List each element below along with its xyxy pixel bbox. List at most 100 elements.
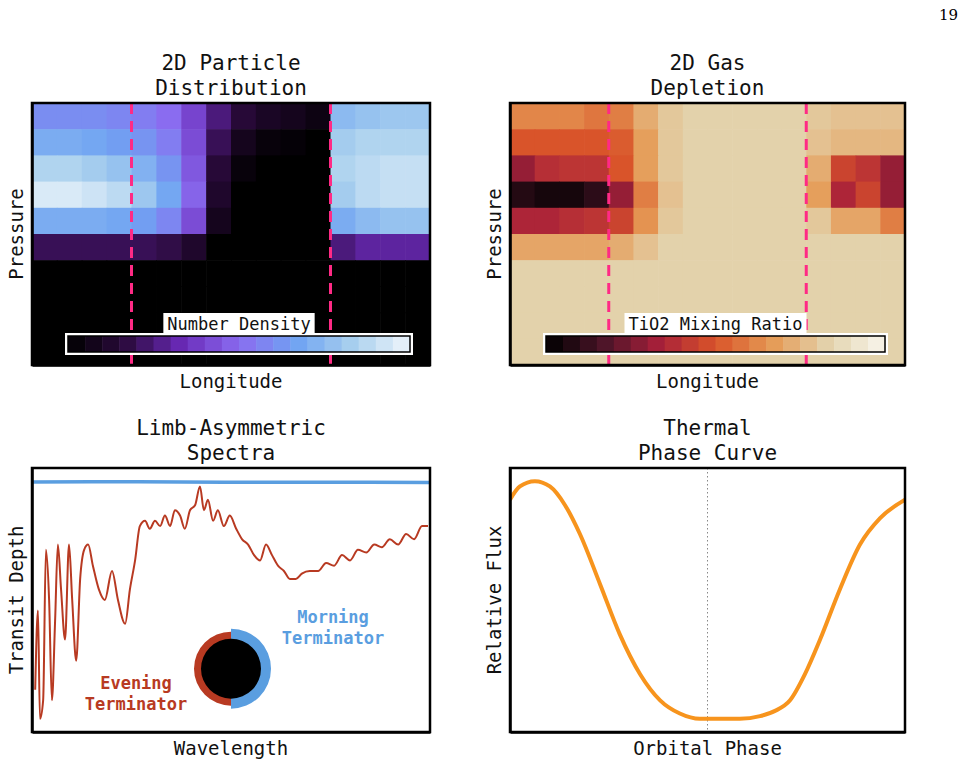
heatmap-cell — [633, 129, 658, 156]
heatmap-cell — [831, 260, 856, 287]
heatmap-cell — [658, 208, 683, 235]
reference-line — [329, 103, 332, 365]
heatmap-cell — [856, 208, 881, 235]
heatmap-cell — [331, 129, 356, 156]
chart-title: 2D ParticleDistribution — [155, 51, 307, 100]
heatmap-cell — [206, 129, 231, 156]
heatmap-cell — [510, 286, 535, 313]
colorbar-swatch — [834, 336, 851, 352]
x-axis-title: Orbital Phase — [633, 737, 782, 759]
heatmap-cell — [609, 103, 634, 130]
heatmap-cell — [831, 286, 856, 313]
heatmap-cell — [559, 208, 584, 235]
heatmap-cell — [82, 103, 107, 130]
heatmap-cell — [732, 286, 757, 313]
colorbar-swatch — [665, 336, 682, 352]
colorbar-swatch — [136, 336, 154, 352]
legend-label: EveningTerminator — [85, 673, 187, 714]
heatmap-cell — [306, 129, 331, 156]
panel: ThermalPhase CurveOrbital PhaseRelative … — [483, 416, 906, 759]
heatmap-cell — [633, 103, 658, 130]
heatmap-cell — [256, 182, 281, 209]
plot-marks — [510, 468, 905, 732]
heatmap-cell — [806, 260, 831, 287]
figure: 192D ParticleDistributionNumber DensityL… — [0, 0, 973, 764]
heatmap-cell — [806, 155, 831, 182]
heatmap-cell — [732, 103, 757, 130]
heatmap-cell — [380, 155, 405, 182]
colorbar-outline — [546, 336, 885, 352]
plot-marks — [32, 103, 430, 365]
colorbar-swatch — [631, 336, 648, 352]
heatmap-cell — [559, 286, 584, 313]
heatmap-cell — [231, 208, 256, 235]
page-number: 19 — [939, 6, 958, 24]
heatmap-cell — [82, 129, 107, 156]
heatmap-cell — [306, 260, 331, 287]
heatmap-cell — [181, 155, 206, 182]
y-axis-title: Relative Flux — [483, 526, 505, 675]
heatmap-cell — [206, 260, 231, 287]
legend-swatch — [231, 629, 271, 709]
heatmap-cell — [306, 234, 331, 261]
legend-label-line: Terminator — [85, 694, 187, 714]
heatmap-cell — [57, 129, 82, 156]
heatmap-cell — [831, 182, 856, 209]
heatmap-cell — [57, 286, 82, 313]
heatmap-cell — [633, 208, 658, 235]
heatmap-cell — [107, 103, 132, 130]
heatmap-cell — [132, 182, 157, 209]
heatmap-cell — [584, 208, 609, 235]
heatmap-cell — [380, 129, 405, 156]
heatmap-cell — [831, 129, 856, 156]
heatmap-cell — [107, 182, 132, 209]
heatmap-cell — [306, 286, 331, 313]
colorbar-swatch — [256, 336, 274, 352]
heatmap-cell — [782, 234, 807, 261]
heatmap-cell — [757, 286, 782, 313]
heatmap-cell — [633, 155, 658, 182]
heatmap-cell — [331, 234, 356, 261]
heatmap-cell — [405, 182, 430, 209]
heatmap-cell — [831, 103, 856, 130]
plot-marks — [510, 103, 905, 365]
heatmap-cell — [156, 103, 181, 130]
heatmap-cell — [57, 155, 82, 182]
heatmap-cell — [609, 155, 634, 182]
heatmap-cell — [831, 208, 856, 235]
heatmap-cell — [609, 286, 634, 313]
heatmap-cell — [831, 234, 856, 261]
title-line: Depletion — [651, 76, 765, 100]
colorbar-swatch — [546, 336, 563, 352]
heatmap-cell — [380, 182, 405, 209]
reference-line — [130, 103, 133, 365]
heatmap-cell — [107, 286, 132, 313]
heatmap-cell — [609, 234, 634, 261]
heatmap-cell — [405, 103, 430, 130]
heatmap-cell — [683, 155, 708, 182]
colorbar-swatch — [376, 336, 394, 352]
heatmap-cell — [708, 129, 733, 156]
heatmap-cell — [206, 208, 231, 235]
heatmap-cell — [856, 155, 881, 182]
heatmap-cell — [281, 182, 306, 209]
colorbar-swatch — [766, 336, 783, 352]
heatmap-cell — [880, 208, 905, 235]
colorbar-swatch — [732, 336, 749, 352]
heatmap-cell — [708, 260, 733, 287]
heatmap-cell — [535, 129, 560, 156]
heatmap-cell — [880, 182, 905, 209]
heatmap-cell — [584, 155, 609, 182]
heatmap-cell — [535, 182, 560, 209]
heatmap-cell — [757, 234, 782, 261]
heatmap-cell — [281, 286, 306, 313]
heatmap-cell — [206, 234, 231, 261]
heatmap-cell — [132, 260, 157, 287]
heatmap-cell — [806, 182, 831, 209]
heatmap-cell — [782, 208, 807, 235]
heatmap-cell — [231, 182, 256, 209]
heatmap-cell — [510, 234, 535, 261]
heatmap-cell — [584, 182, 609, 209]
heatmap-cell — [405, 260, 430, 287]
colorbar-swatch — [154, 336, 172, 352]
